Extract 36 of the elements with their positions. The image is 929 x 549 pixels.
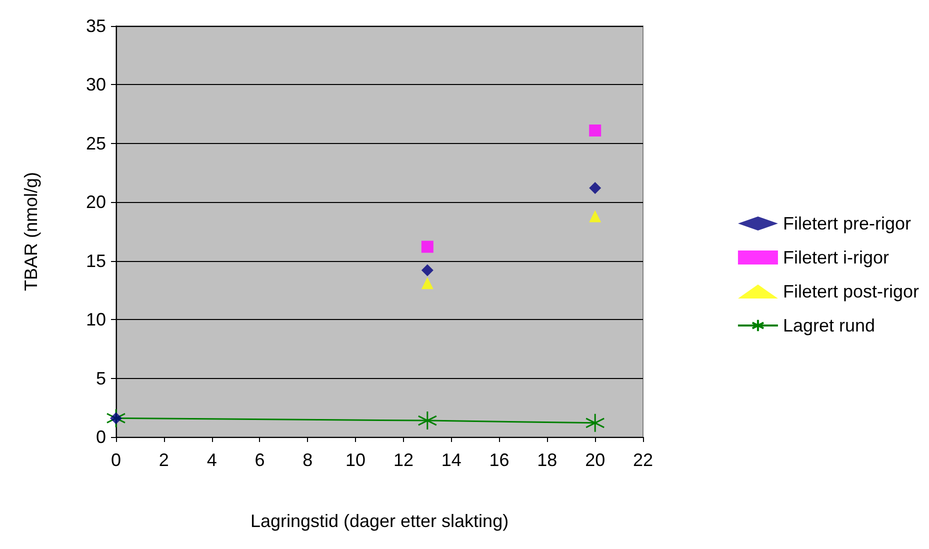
y-tick-label: 30 <box>86 74 106 95</box>
x-tick-label: 22 <box>632 450 654 470</box>
x-tick-label: 12 <box>393 450 414 470</box>
x-axis-title: Lagringstid (dager etter slakting) <box>250 511 509 531</box>
x-tick-label: 0 <box>110 450 122 470</box>
point <box>421 277 434 290</box>
point <box>110 412 122 424</box>
x-tick-label: 20 <box>585 450 606 470</box>
point <box>589 210 602 222</box>
y-tick-label: 10 <box>86 310 106 330</box>
y-tick-label: 15 <box>86 250 106 271</box>
point <box>589 182 602 194</box>
point <box>421 264 434 276</box>
legend-label: Lagret rund <box>782 316 876 336</box>
point <box>585 413 605 433</box>
point <box>589 124 602 137</box>
point <box>106 408 126 428</box>
x-tick-label: 16 <box>489 450 510 470</box>
x-tick-label: 8 <box>302 450 313 470</box>
y-tick-label: 35 <box>86 16 106 36</box>
x-tick-label: 6 <box>254 450 265 470</box>
x-tick-label: 14 <box>441 450 462 470</box>
point <box>418 410 438 430</box>
y-tick-label: 5 <box>96 368 106 388</box>
legend-label: Filetert pre-rigor <box>782 214 911 234</box>
y-axis-title: TBAR (nmol/g) <box>21 172 41 292</box>
x-tick-label: 2 <box>158 450 169 470</box>
y-tick-label: 25 <box>86 133 106 154</box>
y-tick-label: 20 <box>86 192 106 212</box>
legend-label: Filetert post-rigor <box>782 282 920 302</box>
y-tick-label: 0 <box>96 427 106 447</box>
x-tick-label: 4 <box>206 450 217 470</box>
point <box>421 240 434 253</box>
x-tick-label: 18 <box>537 450 558 470</box>
x-tick-label: 10 <box>346 450 366 470</box>
legend-label: Filetert i-rigor <box>782 248 889 268</box>
